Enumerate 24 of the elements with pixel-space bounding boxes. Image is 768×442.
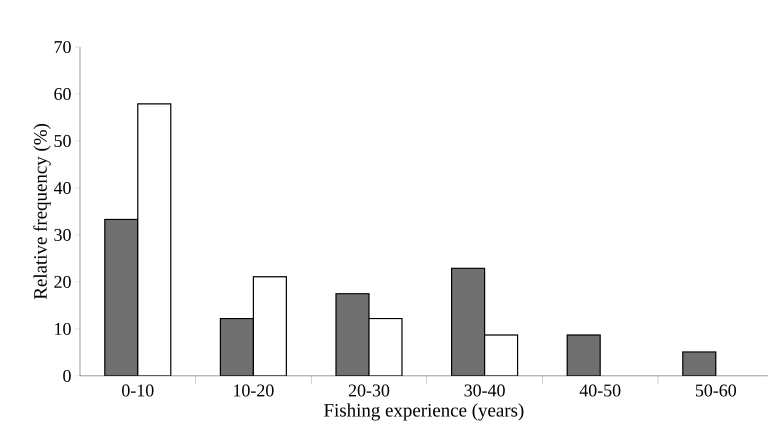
y-tick-label: 30 [54, 228, 71, 242]
y-tick-label: 40 [54, 182, 71, 194]
x-tick-label: 20-30 [348, 384, 390, 397]
bar [566, 334, 601, 376]
bar [335, 293, 370, 376]
y-tick-label: 0 [63, 370, 71, 382]
y-tick-label: 20 [54, 276, 71, 288]
x-tick-label: 0-10 [122, 384, 154, 397]
bar [484, 334, 518, 376]
bar [368, 318, 403, 376]
y-axis-title: Relative frequency (%) [33, 124, 51, 300]
y-tick-label: 10 [55, 322, 71, 336]
bar [104, 218, 138, 376]
x-tick-label: 30-40 [464, 384, 505, 397]
x-axis-title: Fishing experience (years) [324, 403, 524, 421]
x-tick-label: 50-60 [696, 384, 736, 397]
bar [450, 268, 486, 376]
bar [220, 318, 254, 376]
y-tick-label: 70 [54, 41, 71, 54]
x-tick-label: 40-50 [580, 384, 620, 397]
y-tick-label: 50 [54, 134, 71, 148]
y-tick-label: 60 [54, 88, 71, 100]
x-tick-label: 10-20 [234, 384, 274, 397]
bar [682, 351, 716, 376]
